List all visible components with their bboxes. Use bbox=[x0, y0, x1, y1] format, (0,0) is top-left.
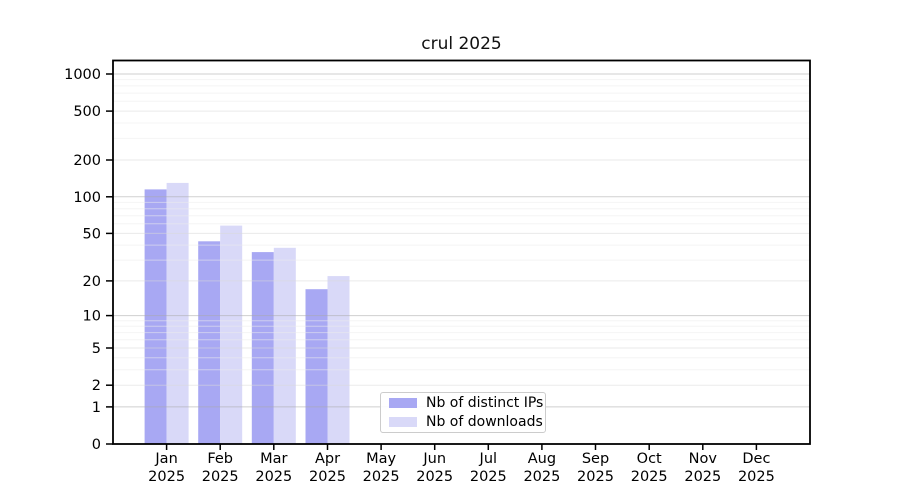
bar-nb-of-downloads-jan bbox=[166, 182, 189, 444]
y-tick-label-1000: 1000 bbox=[64, 67, 101, 83]
x-tick-label-year-sep: 2025 bbox=[577, 469, 614, 485]
y-tick-label-500: 500 bbox=[73, 104, 101, 120]
x-tick-label-year-oct: 2025 bbox=[631, 469, 668, 485]
legend-item-downloads: Nb of downloads bbox=[389, 415, 545, 429]
x-tick-label-year-feb: 2025 bbox=[202, 469, 239, 485]
axis-frame bbox=[112, 59, 811, 445]
y-tick-label-0: 0 bbox=[92, 437, 101, 453]
chart-title: crul 2025 bbox=[421, 34, 502, 54]
x-tick-label-month-may: May bbox=[366, 451, 396, 467]
bar-nb-of-distinct-ips-feb bbox=[198, 241, 221, 444]
x-tick-label-month-nov: Nov bbox=[689, 451, 718, 467]
x-tick-label-year-jul: 2025 bbox=[470, 469, 507, 485]
legend-item-distinct-ips: Nb of distinct IPs bbox=[389, 396, 545, 410]
legend-label-distinct-ips: Nb of distinct IPs bbox=[426, 395, 544, 411]
y-tick-label-2: 2 bbox=[92, 378, 101, 394]
x-tick-label-year-mar: 2025 bbox=[255, 469, 292, 485]
bar-nb-of-distinct-ips-apr bbox=[305, 289, 328, 444]
y-tick-label-200: 200 bbox=[73, 153, 101, 169]
x-tick-label-year-jan: 2025 bbox=[148, 469, 185, 485]
x-tick-label-month-sep: Sep bbox=[582, 451, 609, 467]
x-tick-label-year-may: 2025 bbox=[363, 469, 400, 485]
legend: Nb of distinct IPs Nb of downloads bbox=[380, 392, 546, 433]
y-tick-label-50: 50 bbox=[83, 226, 101, 242]
y-tick-label-100: 100 bbox=[73, 190, 101, 206]
x-tick-label-year-apr: 2025 bbox=[309, 469, 346, 485]
bar-nb-of-distinct-ips-jan bbox=[144, 189, 167, 444]
x-tick-label-year-nov: 2025 bbox=[684, 469, 721, 485]
x-tick-label-month-jan: Jan bbox=[154, 451, 177, 467]
x-tick-label-year-dec: 2025 bbox=[738, 469, 775, 485]
bar-nb-of-downloads-apr bbox=[327, 276, 350, 444]
bar-nb-of-downloads-mar bbox=[273, 247, 296, 444]
x-tick-label-month-jun: Jun bbox=[422, 451, 446, 467]
bar-nb-of-downloads-feb bbox=[220, 225, 243, 444]
x-tick-label-month-aug: Aug bbox=[528, 451, 556, 467]
x-tick-label-month-apr: Apr bbox=[315, 451, 340, 467]
x-tick-label-year-aug: 2025 bbox=[523, 469, 560, 485]
y-tick-label-1: 1 bbox=[92, 400, 101, 416]
x-tick-label-month-jul: Jul bbox=[479, 451, 498, 467]
x-tick-label-month-oct: Oct bbox=[637, 451, 662, 467]
y-tick-label-5: 5 bbox=[92, 341, 101, 357]
x-tick-label-month-dec: Dec bbox=[742, 451, 770, 467]
x-tick-label-month-mar: Mar bbox=[260, 451, 287, 467]
legend-swatch-distinct-ips bbox=[389, 398, 417, 408]
y-tick-label-10: 10 bbox=[83, 309, 101, 325]
legend-swatch-downloads bbox=[389, 417, 417, 427]
y-tick-label-20: 20 bbox=[83, 274, 101, 290]
x-tick-label-year-jun: 2025 bbox=[416, 469, 453, 485]
x-tick-label-month-feb: Feb bbox=[207, 451, 233, 467]
legend-label-downloads: Nb of downloads bbox=[426, 414, 543, 430]
